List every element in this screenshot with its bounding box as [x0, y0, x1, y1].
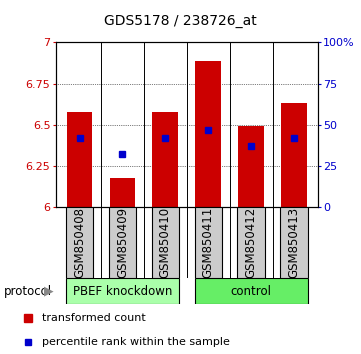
Bar	[109, 207, 136, 278]
Text: GSM850412: GSM850412	[245, 207, 258, 278]
Bar	[195, 278, 308, 304]
Bar	[195, 207, 222, 278]
Text: GSM850408: GSM850408	[73, 207, 86, 278]
Bar	[110, 178, 135, 207]
Text: protocol: protocol	[4, 285, 52, 298]
Text: transformed count: transformed count	[42, 313, 145, 323]
Bar	[67, 113, 92, 207]
Text: control: control	[231, 285, 272, 298]
Bar	[238, 126, 264, 207]
Text: GSM850409: GSM850409	[116, 207, 129, 278]
Bar	[281, 103, 307, 207]
Bar	[66, 207, 93, 278]
Text: PBEF knockdown: PBEF knockdown	[73, 285, 172, 298]
Text: percentile rank within the sample: percentile rank within the sample	[42, 337, 230, 347]
Bar	[152, 207, 179, 278]
Bar	[280, 207, 308, 278]
Text: GDS5178 / 238726_at: GDS5178 / 238726_at	[104, 14, 257, 28]
Bar	[238, 207, 265, 278]
Bar	[66, 278, 179, 304]
Text: GSM850413: GSM850413	[288, 207, 301, 278]
Text: GSM850411: GSM850411	[202, 207, 215, 278]
Bar	[152, 113, 178, 207]
Text: ▶: ▶	[44, 285, 53, 298]
Bar	[195, 61, 221, 207]
Text: GSM850410: GSM850410	[159, 207, 172, 278]
